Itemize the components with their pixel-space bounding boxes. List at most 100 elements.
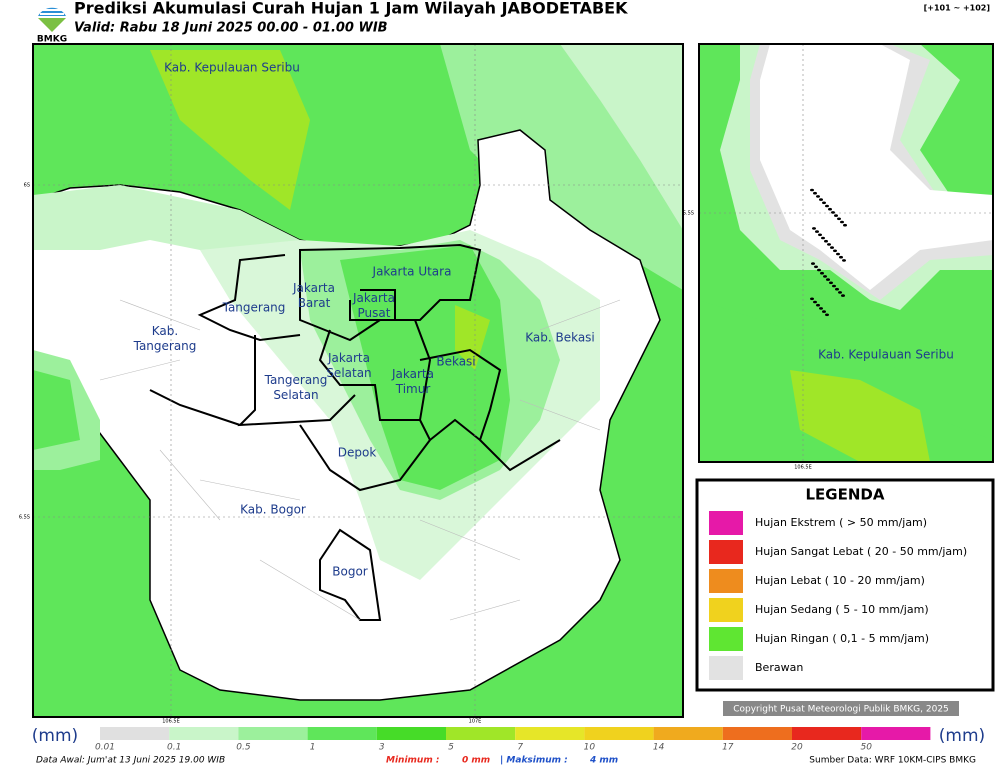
clear-zone <box>760 44 993 290</box>
legend-swatch <box>709 511 743 535</box>
region-label: Bekasi <box>436 355 475 369</box>
island <box>814 265 818 269</box>
island <box>813 300 817 304</box>
region-label: Kab. Kepulauan Seribu <box>818 348 954 362</box>
island <box>834 214 838 217</box>
colorbar-segment <box>446 727 516 740</box>
copyright-bg <box>723 701 959 716</box>
colorbar-segment <box>792 727 862 740</box>
legend-swatch <box>709 540 743 564</box>
island <box>821 236 825 240</box>
logo-icon <box>38 18 66 32</box>
lon-label: 106.5E <box>162 719 179 725</box>
data-awal: Data Awal: Jum'at 13 Juni 2025 19.00 WIB <box>36 756 225 766</box>
boundaries <box>149 243 561 621</box>
districts <box>99 299 621 621</box>
legend-swatch <box>709 656 743 680</box>
source: Sumber Data: WRF 10KM-CIPS BMKG <box>809 756 976 766</box>
colorbar-tick: 5 <box>448 743 454 753</box>
logo: BMKG <box>37 7 67 45</box>
island <box>823 275 827 278</box>
copyright: Copyright Pusat Meteorologi Publik BMKG,… <box>733 705 949 715</box>
island <box>837 217 841 221</box>
colorbar-tick: 10 <box>584 743 596 753</box>
island <box>832 284 836 288</box>
colorbar-segment <box>169 727 239 740</box>
colorbar-tick: 17 <box>722 743 734 753</box>
island <box>824 239 828 243</box>
legend-swatch <box>709 627 743 651</box>
island <box>825 313 829 317</box>
graticule <box>33 44 683 717</box>
logo-text: BMKG <box>37 35 67 45</box>
island <box>810 188 814 192</box>
rain-zone <box>560 44 683 230</box>
island <box>831 211 835 214</box>
legend-swatch <box>709 598 743 622</box>
region-label: Jakarta Barat <box>292 281 335 310</box>
colorbar-segment <box>653 727 723 740</box>
colorbar-tick: 7 <box>517 743 523 753</box>
colorbar-segment <box>584 727 654 740</box>
lon-label: 106.5E <box>794 465 811 471</box>
colorbar-tick: 0.1 <box>167 743 181 753</box>
inset-map <box>699 44 993 462</box>
island <box>816 303 820 307</box>
island <box>833 249 837 253</box>
island <box>835 287 839 291</box>
region-label: Jakarta Timur <box>391 367 434 396</box>
region-label: Jakarta Utara <box>372 265 452 279</box>
island <box>830 246 834 249</box>
region-label: Bogor <box>332 565 368 579</box>
island <box>828 207 832 211</box>
island <box>812 227 816 230</box>
min-label: Minimum : <box>386 756 439 766</box>
region-label: Tangerang <box>222 301 286 315</box>
colorbar-tick: 0.01 <box>95 743 115 753</box>
region-label: Kab. Tangerang <box>133 324 197 353</box>
legend-label: Hujan Ekstrem ( > 50 mm/jam) <box>755 516 927 529</box>
region-label: Jakarta Pusat <box>352 291 395 320</box>
island <box>810 297 814 301</box>
colorbar-tick: 14 <box>653 743 665 753</box>
title: Prediksi Akumulasi Curah Hujan 1 Jam Wil… <box>74 0 628 18</box>
island <box>826 278 830 281</box>
max-label: | Maksimum : <box>500 756 568 766</box>
island <box>815 230 819 233</box>
island <box>839 255 843 259</box>
island <box>827 243 831 246</box>
map-frame <box>32 43 684 718</box>
legend-label: Berawan <box>755 661 803 674</box>
lat-label: 6.5S <box>19 515 30 521</box>
lat-label: 6S <box>24 183 30 189</box>
min-value: 0 mm <box>462 756 490 766</box>
colorbar-segment <box>307 727 377 740</box>
rain-zone <box>150 50 310 210</box>
island <box>822 201 826 205</box>
colorbar-segment <box>515 727 585 740</box>
island <box>838 291 842 294</box>
island <box>813 191 817 195</box>
islands <box>810 188 847 317</box>
colorbar-tick: 3 <box>379 743 385 753</box>
colorbar-segment <box>100 727 170 740</box>
legend-label: Hujan Sangat Lebat ( 20 - 50 mm/jam) <box>755 545 967 558</box>
legend-box <box>695 478 995 692</box>
island <box>842 259 846 262</box>
island <box>819 198 823 201</box>
island <box>841 294 845 297</box>
inset-frame <box>698 43 994 463</box>
legend-label: Hujan Ringan ( 0,1 - 5 mm/jam) <box>755 632 929 645</box>
island <box>816 195 820 198</box>
colorbar-tick: 20 <box>791 743 803 753</box>
island <box>819 307 823 310</box>
logo-icon <box>40 9 64 15</box>
region-label: Kab. Bogor <box>240 503 306 517</box>
legend-label: Hujan Sedang ( 5 - 10 mm/jam) <box>755 603 929 616</box>
rain-zone <box>455 305 490 370</box>
unit-label: (mm) <box>939 726 985 746</box>
colorbar-segment <box>238 727 308 740</box>
island <box>843 223 847 227</box>
region-label: Depok <box>338 446 377 460</box>
